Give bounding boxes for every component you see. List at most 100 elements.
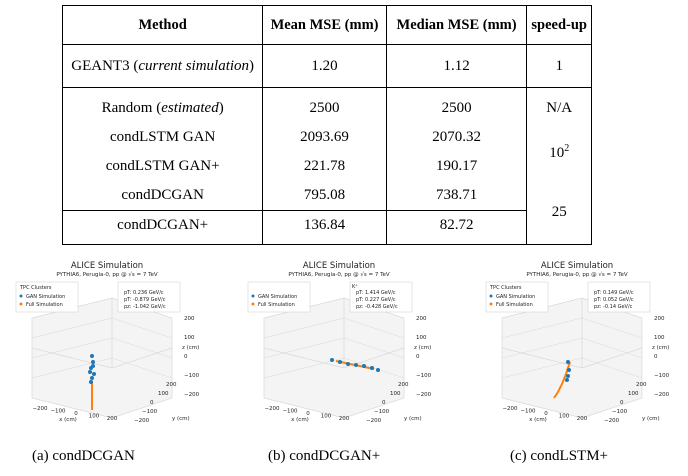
cell-speedup: N/A <box>526 87 592 123</box>
momentum-value: pT: 1.414 GeV/c <box>356 290 396 296</box>
figure-panel-a: ALICE Simulation PYTHIA6, Perugia-0, pp @… <box>12 258 202 428</box>
y-axis-label: y (cm) <box>172 416 190 422</box>
y-tick: 200 <box>636 382 647 388</box>
caption-a: (a) condDCGAN <box>32 448 135 464</box>
particle-label: K⁺ <box>352 284 358 290</box>
momentum-box <box>587 281 651 313</box>
gan-cluster-point <box>89 380 93 384</box>
table-row: condDCGAN 795.08 738.71 25 <box>61 181 592 245</box>
x-tick: 0 <box>74 411 78 417</box>
plot-subtitle: PYTHIA6, Perugia-0, pp @ √s = 7 TeV <box>56 271 158 278</box>
momentum-value: pT: -0.879 GeV/c <box>124 297 166 303</box>
cell-method: condDCGAN <box>61 181 264 211</box>
cell-mean: 2500 <box>262 87 387 123</box>
legend-full-label: Full Simulation <box>496 302 533 308</box>
header-method: Method <box>61 5 264 45</box>
gan-cluster-point <box>566 360 570 364</box>
table-row: Random (estimated) 2500 2500 N/A <box>61 87 592 123</box>
x-tick: −200 <box>502 406 518 412</box>
legend-full-label: Full Simulation <box>258 302 295 308</box>
y-tick: −100 <box>374 409 390 415</box>
legend-full-marker <box>489 302 493 306</box>
momentum-value: pT: 0.227 GeV/c <box>356 297 396 303</box>
gan-cluster-point <box>91 364 95 368</box>
z-axis-label: z (cm) <box>414 345 431 351</box>
z-tick: −100 <box>184 373 200 379</box>
figure-panel-b: ALICE Simulation PYTHIA6, Perugia-0, pp @… <box>244 258 434 428</box>
x-tick: 100 <box>89 414 100 420</box>
momentum-value: pz: -1.042 GeV/c <box>124 304 166 310</box>
x-axis-label: x (cm) <box>59 417 77 423</box>
z-tick: 100 <box>416 335 427 341</box>
cell-median: 190.17 <box>385 152 528 181</box>
gan-cluster-point <box>566 374 570 378</box>
cell-method: condLSTM GAN <box>61 123 264 152</box>
momentum-value: pz: -0.14 GeV/c <box>594 304 633 310</box>
figure-panel-c: ALICE Simulation PYTHIA6, Perugia-0, pp @… <box>482 258 672 428</box>
z-axis-label: z (cm) <box>182 345 199 351</box>
legend-gan-label: GAN Simulation <box>258 294 297 300</box>
gan-cluster-point <box>376 368 380 372</box>
plot-title: ALICE Simulation <box>303 261 375 271</box>
gan-cluster-point <box>90 376 94 380</box>
x-axis-label: x (cm) <box>291 417 309 423</box>
y-tick: 100 <box>390 391 401 397</box>
gan-cluster-point <box>567 368 571 372</box>
results-table: Method Mean MSE (mm) Median MSE (mm) spe… <box>61 5 592 245</box>
cell-method: Random (estimated) <box>61 87 264 123</box>
gan-cluster-point <box>88 370 92 374</box>
x-tick: 200 <box>339 416 350 422</box>
cell-median: 82.72 <box>385 210 528 245</box>
table-row: condLSTM GAN 2093.69 2070.32 102 <box>61 123 592 181</box>
x-tick: 0 <box>544 411 548 417</box>
gan-cluster-point <box>362 364 366 368</box>
table-header-row: Method Mean MSE (mm) Median MSE (mm) spe… <box>61 5 592 45</box>
legend-gan-label: GAN Simulation <box>496 294 535 300</box>
x-tick: 0 <box>306 411 310 417</box>
legend-gan-marker <box>489 294 493 298</box>
gan-cluster-point <box>370 366 374 370</box>
x-tick: −100 <box>520 409 536 415</box>
y-tick: −100 <box>612 409 628 415</box>
cell-median: 2070.32 <box>385 123 528 152</box>
z-tick: −200 <box>184 392 200 398</box>
momentum-box <box>117 281 181 313</box>
y-axis-label: y (cm) <box>404 416 422 422</box>
caption-c: (c) condLSTM+ <box>510 448 609 464</box>
y-tick: 100 <box>628 391 639 397</box>
cell-mean: 221.78 <box>262 152 387 181</box>
y-tick: −200 <box>604 418 620 424</box>
y-tick: 0 <box>150 400 154 406</box>
y-tick: 0 <box>382 400 386 406</box>
momentum-value: pz: -0.428 GeV/c <box>356 304 398 310</box>
plot-subtitle: PYTHIA6, Perugia-0, pp @ √s = 7 TeV <box>526 271 628 278</box>
cell-mean: 136.84 <box>262 210 387 245</box>
legend-full-label: Full Simulation <box>26 302 63 308</box>
z-tick: 0 <box>654 354 658 360</box>
y-tick: 0 <box>620 400 624 406</box>
y-tick: −200 <box>134 418 150 424</box>
legend <box>247 281 311 313</box>
z-tick: 200 <box>654 316 665 322</box>
cell-speedup-lstm: 102 <box>526 123 592 181</box>
x-tick: 200 <box>107 416 118 422</box>
z-tick: 0 <box>416 354 420 360</box>
gan-cluster-point <box>91 360 95 364</box>
legend-full-marker <box>251 302 255 306</box>
cell-method: condLSTM GAN+ <box>61 152 264 181</box>
cell-mean: 1.20 <box>262 44 387 88</box>
legend-gan-marker <box>19 294 23 298</box>
gan-cluster-point <box>346 362 350 366</box>
gan-cluster-point <box>354 363 358 367</box>
table-row: condDCGAN+ 136.84 82.72 <box>61 210 592 245</box>
legend-gan-label: GAN Simulation <box>26 294 65 300</box>
cell-median: 2500 <box>385 87 528 123</box>
cell-method: condDCGAN+ <box>61 210 264 245</box>
plot-title: ALICE Simulation <box>71 261 143 271</box>
gan-cluster-point <box>92 372 96 376</box>
legend-full-marker <box>19 302 23 306</box>
gan-cluster-point <box>90 354 94 358</box>
x-tick: −200 <box>32 406 48 412</box>
legend-title: TPC Clusters <box>19 285 52 291</box>
